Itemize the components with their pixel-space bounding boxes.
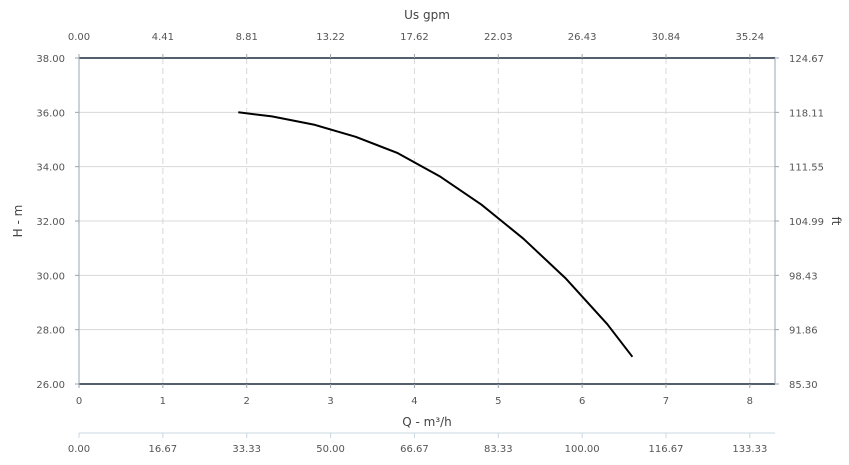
secondary-x-tick-label: 83.33 bbox=[484, 444, 513, 455]
right-tick-label: 118.11 bbox=[789, 108, 824, 119]
secondary-x-tick-label: 0.00 bbox=[68, 444, 90, 455]
right-tick-label: 91.86 bbox=[789, 326, 818, 337]
right-axis-title: ft bbox=[829, 217, 843, 226]
x-tick-label: 5 bbox=[495, 396, 501, 407]
x-tick-label: 7 bbox=[663, 396, 669, 407]
top-tick-label: 8.81 bbox=[236, 32, 258, 43]
secondary-x-tick-label: 66.67 bbox=[400, 444, 429, 455]
secondary-x-tick-label: 133.33 bbox=[732, 444, 767, 455]
top-tick-label: 30.84 bbox=[652, 32, 681, 43]
right-tick-label: 104.99 bbox=[789, 217, 824, 228]
secondary-x-tick-label: 16.67 bbox=[149, 444, 178, 455]
secondary-x-tick-label: 33.33 bbox=[232, 444, 261, 455]
x-axis-title: Q - m³/h bbox=[402, 415, 452, 429]
x-tick-label: 1 bbox=[160, 396, 166, 407]
right-tick-label: 111.55 bbox=[789, 163, 824, 174]
y-tick-label: 34.00 bbox=[36, 163, 65, 174]
grid bbox=[79, 58, 775, 384]
right-tick-label: 98.43 bbox=[789, 271, 818, 282]
secondary-x-tick-label: 100.00 bbox=[565, 444, 600, 455]
plot-frame bbox=[78, 57, 776, 434]
y-tick-label: 26.00 bbox=[36, 380, 65, 391]
x-tick-label: 4 bbox=[411, 396, 417, 407]
y-tick-label: 38.00 bbox=[36, 54, 65, 65]
top-tick-label: 4.41 bbox=[152, 32, 174, 43]
y-tick-label: 30.00 bbox=[36, 271, 65, 282]
y-axis-title: H - m bbox=[11, 205, 25, 238]
x-tick-label: 0 bbox=[76, 396, 82, 407]
x-tick-label: 3 bbox=[327, 396, 333, 407]
pump-curve-line bbox=[238, 111, 634, 358]
right-tick-label: 124.67 bbox=[789, 54, 824, 65]
y-tick-label: 28.00 bbox=[36, 326, 65, 337]
x-tick-label: 2 bbox=[244, 396, 250, 407]
secondary-x-tick-label: 116.67 bbox=[648, 444, 683, 455]
top-tick-label: 22.03 bbox=[484, 32, 513, 43]
top-tick-label: 13.22 bbox=[316, 32, 345, 43]
top-axis-title: Us gpm bbox=[404, 8, 450, 22]
top-tick-label: 0.00 bbox=[68, 32, 90, 43]
tick-labels: 26.0028.0030.0032.0034.0036.0038.0085.30… bbox=[36, 32, 824, 455]
right-tick-label: 85.30 bbox=[789, 380, 818, 391]
x-tick-label: 8 bbox=[747, 396, 753, 407]
top-tick-label: 35.24 bbox=[736, 32, 765, 43]
x-tick-label: 6 bbox=[579, 396, 585, 407]
secondary-x-tick-label: 50.00 bbox=[316, 444, 345, 455]
top-tick-label: 17.62 bbox=[400, 32, 429, 43]
y-tick-label: 32.00 bbox=[36, 217, 65, 228]
y-tick-label: 36.00 bbox=[36, 108, 65, 119]
top-tick-label: 26.43 bbox=[568, 32, 597, 43]
curve-layer bbox=[238, 111, 634, 358]
